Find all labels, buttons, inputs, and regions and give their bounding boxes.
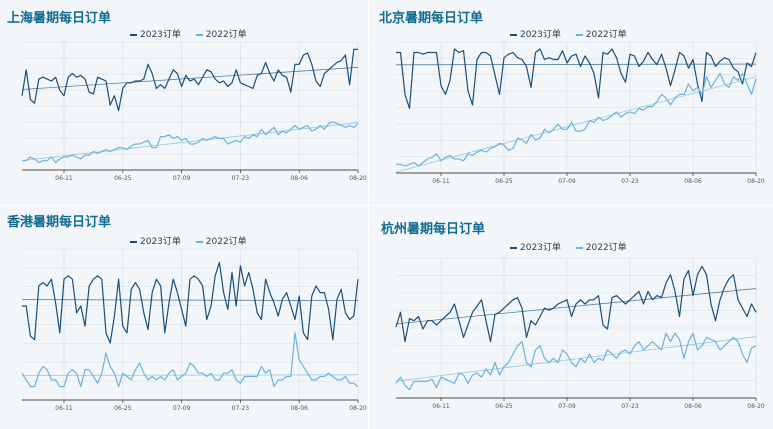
legend: 2023订单 2022订单 — [510, 240, 639, 253]
panel-hongkong: 香港暑期每日订单 2023订单 2022订单 06-11 06-25 07-09 07… — [0, 206, 368, 429]
panel-divider-horizontal — [0, 205, 773, 206]
legend-item-2022[interactable]: 2022订单 — [195, 30, 247, 40]
x-tick-label: 07-09 — [558, 178, 576, 185]
legend-item-2023[interactable]: 2023订单 — [510, 30, 561, 40]
trend-line-2022 — [21, 122, 359, 161]
legend-item-2022[interactable]: 2022订单 — [195, 237, 247, 247]
trend-line-2023 — [395, 63, 757, 66]
trend-line-2023 — [395, 288, 757, 325]
legend-swatch-2023 — [510, 246, 517, 249]
legend-item-2022[interactable]: 2022订单 — [575, 30, 627, 40]
x-tick-label: 06-11 — [55, 405, 73, 412]
legend: 2023订单 2022订单 — [130, 234, 259, 247]
legend-swatch-2023 — [510, 33, 517, 36]
legend-swatch-2023 — [130, 33, 137, 36]
legend-item-2022[interactable]: 2022订单 — [575, 243, 627, 253]
x-tick-label: 07-09 — [173, 405, 191, 412]
series-line-2022 — [22, 121, 359, 164]
x-tick-label: 07-23 — [621, 403, 639, 410]
panel-title: 北京暑期每日订单 — [379, 11, 484, 26]
legend: 2023订单 2022订单 — [130, 27, 259, 40]
x-tick-label: 07-23 — [232, 405, 250, 412]
panel-shanghai: 上海暑期每日订单 2023订单 2022订单 06-11 06-25 07-09 07… — [0, 0, 368, 205]
line-chart-hongkong: 06-11 06-25 07-09 07-23 08-06 08-20 — [21, 248, 367, 412]
x-tick-label: 08-06 — [290, 405, 308, 412]
legend: 2023订单 2022订单 — [510, 27, 639, 40]
x-tick-label: 07-09 — [558, 403, 576, 410]
x-tick-label: 07-09 — [173, 175, 191, 182]
x-tick-label: 08-06 — [684, 178, 702, 185]
x-tick-label: 08-20 — [349, 175, 367, 182]
trend-line-2022 — [21, 374, 359, 376]
x-tick-label: 07-23 — [621, 178, 639, 185]
series-line-2023 — [396, 48, 757, 110]
panel-title: 杭州暑期每日订单 — [381, 222, 486, 237]
series-line-2022 — [21, 332, 359, 388]
x-tick-label: 06-11 — [432, 403, 450, 410]
legend-item-2023[interactable]: 2023订单 — [130, 237, 181, 247]
trend-line-2023 — [21, 299, 359, 302]
panel-beijing: 北京暑期每日订单 2023订单 2022订单 06-11 06-25 07-09 07… — [369, 0, 773, 205]
x-tick-label: 08-20 — [747, 178, 765, 185]
series-line-2023 — [22, 261, 359, 344]
panel-hangzhou: 杭州暑期每日订单 2023订单 2022订单 06-11 06-25 07-09 07… — [369, 206, 773, 429]
trend-line-2022 — [395, 76, 757, 173]
x-tick-label: 08-06 — [290, 175, 308, 182]
trend-line-2023 — [21, 66, 359, 90]
legend-swatch-2022 — [195, 33, 203, 36]
panel-title: 香港暑期每日订单 — [7, 215, 112, 230]
x-tick-label: 06-11 — [55, 175, 73, 182]
line-chart-hangzhou: 06-11 06-25 07-09 07-23 08-06 08-20 — [395, 257, 765, 410]
legend-swatch-2022 — [575, 246, 583, 249]
x-tick-label: 08-20 — [747, 403, 765, 410]
x-tick-label: 07-23 — [232, 175, 250, 182]
x-tick-label: 08-06 — [684, 403, 702, 410]
panel-title: 上海暑期每日订单 — [7, 11, 112, 26]
legend-item-2023[interactable]: 2023订单 — [130, 30, 181, 40]
x-tick-label: 06-25 — [114, 405, 132, 412]
series-line-2023 — [21, 48, 358, 112]
line-chart-beijing: 06-11 06-25 07-09 07-23 08-06 08-20 — [395, 41, 765, 185]
trend-line-2022 — [395, 336, 757, 382]
legend-swatch-2022 — [575, 33, 583, 36]
panel-divider-vertical — [368, 0, 369, 429]
series-line-2022 — [395, 332, 757, 391]
x-tick-label: 06-11 — [432, 178, 450, 185]
x-tick-label: 06-25 — [495, 178, 513, 185]
x-tick-label: 08-20 — [349, 405, 367, 412]
legend-item-2023[interactable]: 2023订单 — [510, 243, 561, 253]
x-tick-label: 06-25 — [495, 403, 513, 410]
x-tick-label: 06-25 — [114, 175, 132, 182]
line-chart-shanghai: 06-11 06-25 07-09 07-23 08-06 08-20 — [21, 41, 367, 182]
series-line-2022 — [396, 72, 757, 167]
legend-swatch-2023 — [130, 240, 137, 243]
series-line-2023 — [395, 265, 757, 343]
legend-swatch-2022 — [195, 240, 203, 243]
